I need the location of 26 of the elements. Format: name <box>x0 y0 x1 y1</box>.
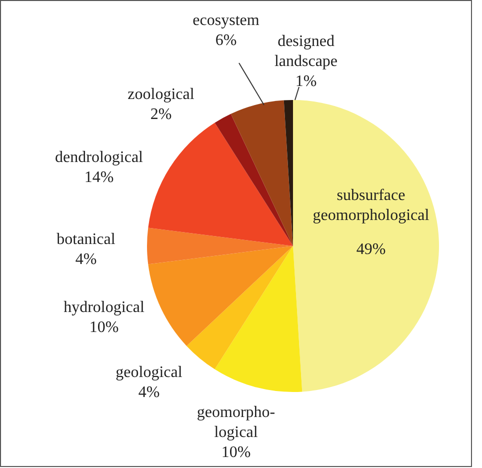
data-label: 4% <box>138 384 160 401</box>
slice-label: ecosystem <box>192 12 260 29</box>
data-label: 10% <box>89 319 119 336</box>
pie-slice <box>147 228 293 264</box>
slice-label: designed landscape <box>274 33 338 70</box>
pie-slice <box>148 246 293 346</box>
slice-label: dendrological <box>55 149 144 166</box>
slice-label: geomorpho-logical <box>196 404 276 441</box>
data-label: 6% <box>215 32 237 49</box>
pie-slice <box>148 122 293 246</box>
pie-slice <box>214 246 302 392</box>
data-label: 10% <box>221 444 251 461</box>
data-label: 49% <box>356 241 386 258</box>
slice-label: zoological <box>128 86 195 103</box>
pie-slice <box>214 114 293 246</box>
pie-slice <box>293 100 439 392</box>
data-label: 1% <box>295 73 317 90</box>
slice-label: geological <box>116 364 183 381</box>
slice-label: hydrological <box>64 299 145 316</box>
pie-slice <box>186 246 293 370</box>
data-label: 4% <box>75 251 97 268</box>
slice-label: botanical <box>56 231 116 248</box>
data-label: 2% <box>150 106 172 123</box>
slice-label: subsurface geomorphological <box>312 187 430 224</box>
data-label: 14% <box>84 169 114 186</box>
pie-slice <box>230 100 293 246</box>
